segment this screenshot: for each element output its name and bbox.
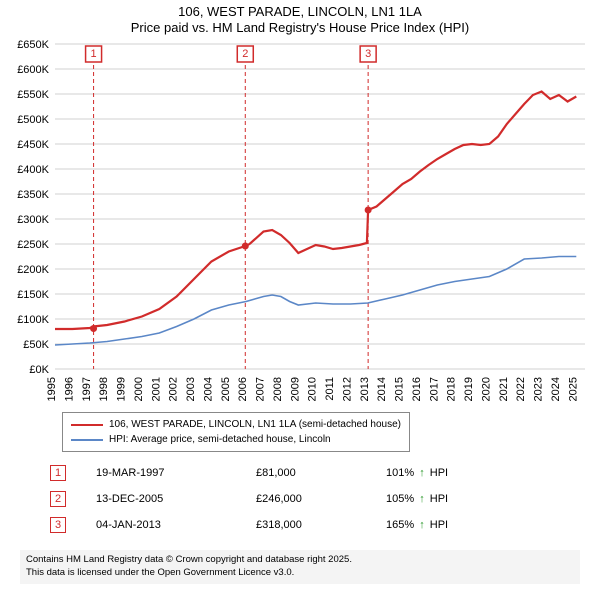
x-tick-label: 1998 <box>98 377 110 401</box>
x-tick-label: 1996 <box>63 377 75 401</box>
event-marker-number: 3 <box>365 48 371 60</box>
legend-row: HPI: Average price, semi-detached house,… <box>71 432 401 447</box>
event-marker-number: 2 <box>242 48 248 60</box>
x-tick-label: 2011 <box>324 377 336 401</box>
x-tick-label: 1997 <box>81 377 93 401</box>
y-tick-label: £500K <box>17 114 49 126</box>
y-tick-label: £650K <box>17 39 49 51</box>
event-marker-number: 1 <box>91 48 97 60</box>
sale-point <box>242 243 249 250</box>
x-tick-label: 2022 <box>515 377 527 401</box>
x-tick-label: 2013 <box>359 377 371 401</box>
y-tick-label: £50K <box>23 339 49 351</box>
sale-events-table: 1 19-MAR-1997£81,000101% ↑ HPI 2 13-DEC-200… <box>50 460 448 538</box>
event-row: 1 19-MAR-1997£81,000101% ↑ HPI <box>50 460 448 486</box>
y-tick-label: £550K <box>17 89 49 101</box>
event-pct: 165% ↑ HPI <box>386 519 448 531</box>
y-tick-label: £150K <box>17 289 49 301</box>
x-tick-label: 2005 <box>220 377 232 401</box>
x-tick-label: 2024 <box>550 377 562 401</box>
x-tick-label: 2018 <box>446 377 458 401</box>
x-tick-label: 2017 <box>428 377 440 401</box>
legend-swatch <box>71 439 103 441</box>
y-tick-label: £400K <box>17 164 49 176</box>
x-tick-label: 2016 <box>411 377 423 401</box>
event-pct: 101% ↑ HPI <box>386 467 448 479</box>
up-arrow-icon: ↑ <box>419 467 425 479</box>
x-tick-label: 2025 <box>567 377 579 401</box>
y-tick-label: £100K <box>17 314 49 326</box>
event-row: 3 04-JAN-2013£318,000165% ↑ HPI <box>50 512 448 538</box>
chart-plot: £0K £50K £100K £150K £200K £250K £300K £350K £40… <box>0 0 600 409</box>
sale-point <box>365 207 372 214</box>
attribution-line1: Contains HM Land Registry data © Crown c… <box>26 554 574 567</box>
y-tick-label: £200K <box>17 264 49 276</box>
legend: 106, WEST PARADE, LINCOLN, LN1 1LA (semi… <box>62 412 410 452</box>
legend-label: HPI: Average price, semi-detached house,… <box>109 432 331 447</box>
x-tick-label: 1995 <box>46 377 58 401</box>
legend-swatch <box>71 424 103 426</box>
up-arrow-icon: ↑ <box>419 493 425 505</box>
event-price: £246,000 <box>256 493 386 505</box>
x-tick-label: 2019 <box>463 377 475 401</box>
event-number-box: 1 <box>50 465 66 481</box>
series-hpi <box>55 257 576 346</box>
x-tick-label: 2023 <box>533 377 545 401</box>
legend-label: 106, WEST PARADE, LINCOLN, LN1 1LA (semi… <box>109 417 401 432</box>
x-tick-label: 2009 <box>289 377 301 401</box>
y-tick-label: £600K <box>17 64 49 76</box>
x-tick-label: 2006 <box>237 377 249 401</box>
y-tick-label: £450K <box>17 139 49 151</box>
y-tick-label: £350K <box>17 189 49 201</box>
x-tick-label: 2020 <box>480 377 492 401</box>
event-pct: 105% ↑ HPI <box>386 493 448 505</box>
attribution-line2: This data is licensed under the Open Gov… <box>26 567 574 580</box>
x-tick-label: 2007 <box>255 377 267 401</box>
up-arrow-icon: ↑ <box>419 519 425 531</box>
event-row: 2 13-DEC-2005£246,000105% ↑ HPI <box>50 486 448 512</box>
x-tick-label: 2021 <box>498 377 510 401</box>
x-tick-label: 2004 <box>202 377 214 401</box>
x-tick-label: 2014 <box>376 377 388 401</box>
x-tick-label: 2010 <box>307 377 319 401</box>
event-date: 19-MAR-1997 <box>96 467 256 479</box>
sale-point <box>90 325 97 332</box>
series-price <box>55 92 576 330</box>
x-tick-label: 2012 <box>341 377 353 401</box>
event-number-box: 2 <box>50 491 66 507</box>
event-date: 13-DEC-2005 <box>96 493 256 505</box>
x-tick-label: 1999 <box>116 377 128 401</box>
y-tick-label: £0K <box>29 364 49 376</box>
y-tick-label: £250K <box>17 239 49 251</box>
x-tick-label: 2001 <box>150 377 162 401</box>
event-price: £81,000 <box>256 467 386 479</box>
y-tick-label: £300K <box>17 214 49 226</box>
x-tick-label: 2015 <box>394 377 406 401</box>
event-price: £318,000 <box>256 519 386 531</box>
x-tick-label: 2008 <box>272 377 284 401</box>
legend-row: 106, WEST PARADE, LINCOLN, LN1 1LA (semi… <box>71 417 401 432</box>
x-tick-label: 2002 <box>168 377 180 401</box>
x-tick-label: 2000 <box>133 377 145 401</box>
attribution: Contains HM Land Registry data © Crown c… <box>20 550 580 584</box>
chart-container: 106, WEST PARADE, LINCOLN, LN1 1LA Price… <box>0 0 600 590</box>
event-date: 04-JAN-2013 <box>96 519 256 531</box>
x-tick-label: 2003 <box>185 377 197 401</box>
event-number-box: 3 <box>50 517 66 533</box>
